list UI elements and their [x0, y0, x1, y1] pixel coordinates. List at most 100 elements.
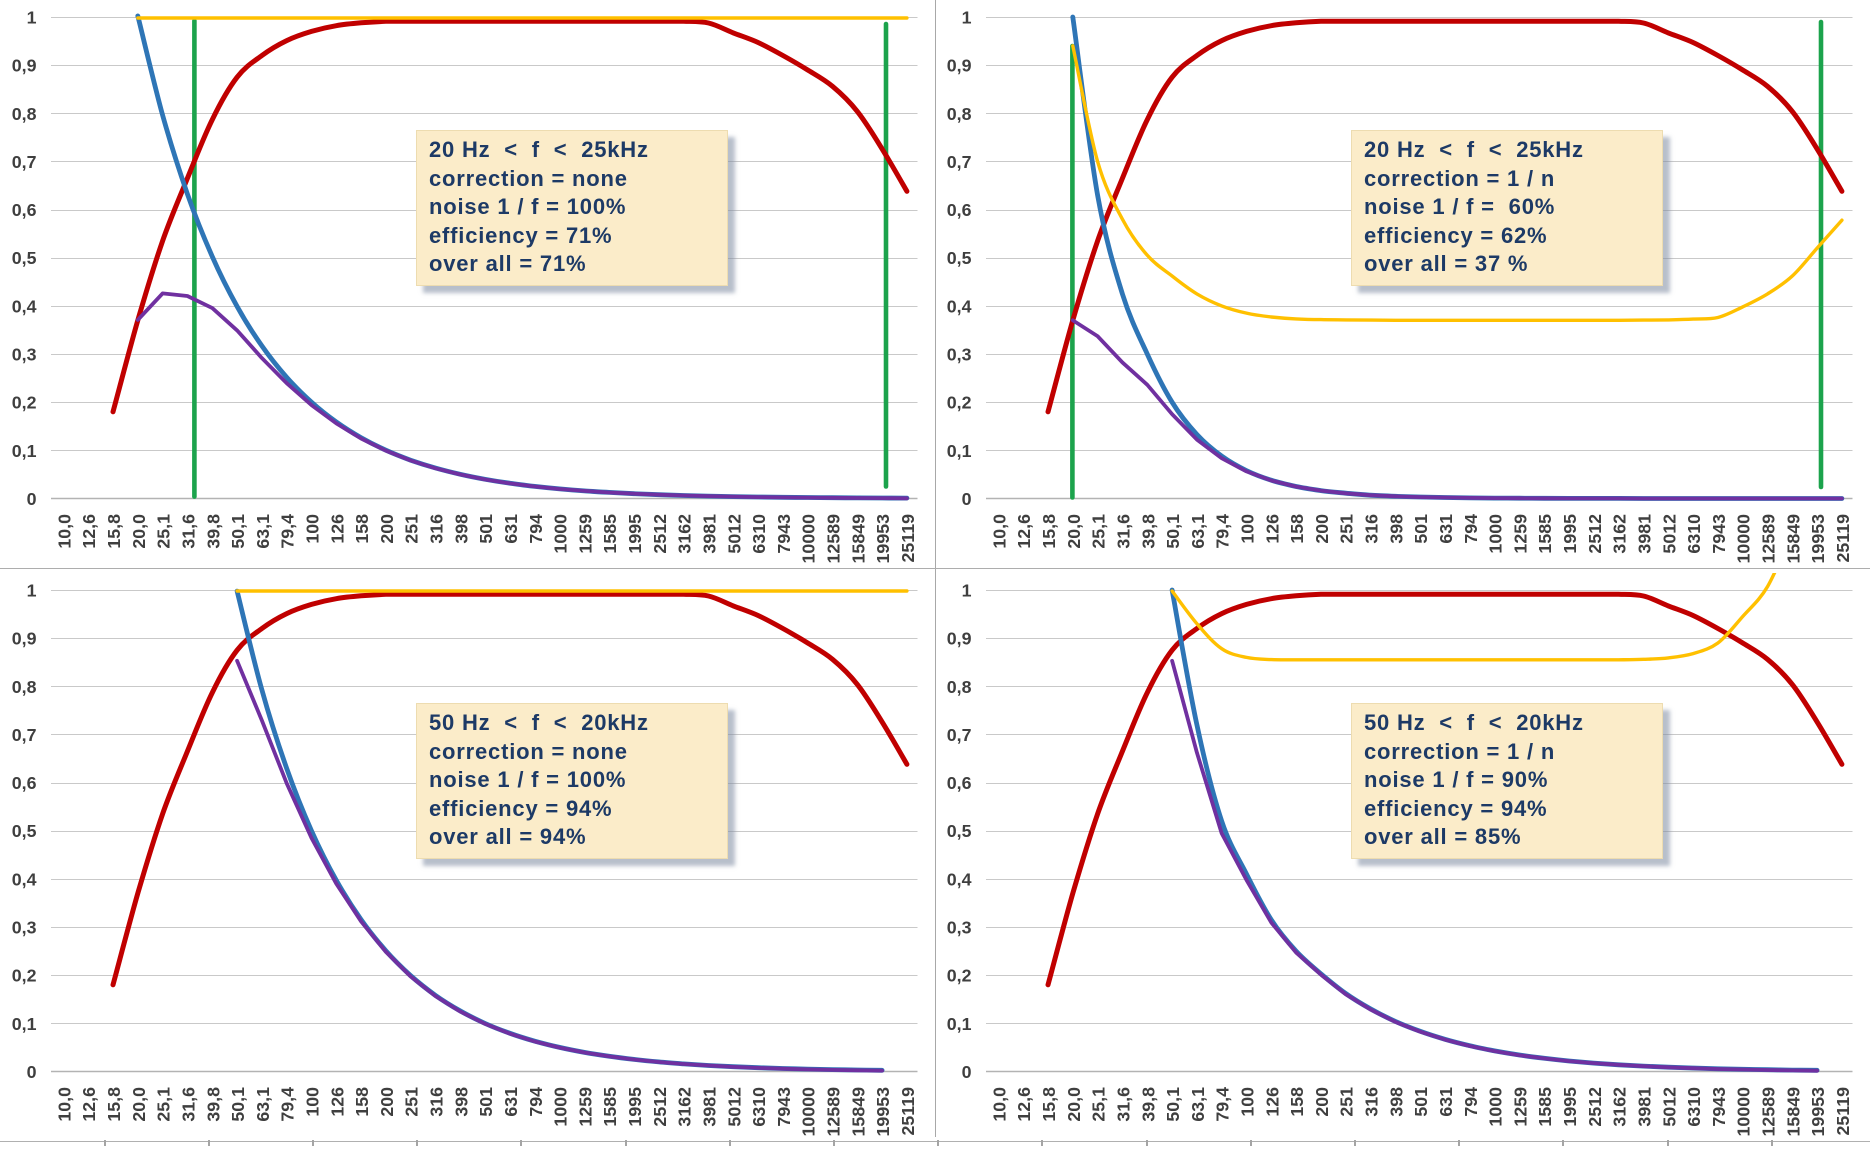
svg-text:316: 316: [1362, 1087, 1382, 1117]
svg-text:0,5: 0,5: [12, 248, 37, 268]
svg-text:1995: 1995: [1560, 514, 1580, 554]
svg-text:15,8: 15,8: [104, 1087, 124, 1122]
svg-text:25119: 25119: [1833, 1087, 1853, 1136]
svg-text:3162: 3162: [1610, 1087, 1630, 1127]
svg-text:398: 398: [1386, 1087, 1406, 1117]
svg-text:19953: 19953: [1808, 514, 1828, 564]
svg-text:31,6: 31,6: [1113, 1087, 1133, 1122]
svg-text:25119: 25119: [898, 1087, 918, 1136]
svg-text:501: 501: [476, 1087, 496, 1117]
svg-text:63,1: 63,1: [1188, 514, 1208, 549]
svg-text:0,3: 0,3: [12, 345, 37, 365]
svg-text:79,4: 79,4: [1213, 514, 1233, 549]
svg-text:5012: 5012: [724, 1087, 744, 1127]
svg-text:0,2: 0,2: [12, 393, 37, 413]
svg-text:1: 1: [27, 581, 37, 601]
svg-text:501: 501: [1411, 1087, 1431, 1117]
svg-text:25119: 25119: [1833, 514, 1853, 563]
svg-text:316: 316: [427, 514, 447, 544]
svg-text:0,7: 0,7: [12, 725, 37, 745]
svg-text:316: 316: [427, 1087, 447, 1117]
svg-text:1995: 1995: [625, 514, 645, 554]
svg-text:3981: 3981: [700, 514, 720, 554]
svg-text:1259: 1259: [575, 1087, 595, 1127]
svg-text:158: 158: [352, 1087, 372, 1117]
svg-text:200: 200: [1312, 1087, 1332, 1117]
svg-text:200: 200: [377, 1087, 397, 1117]
svg-text:50,1: 50,1: [228, 1087, 248, 1122]
svg-text:12,6: 12,6: [1014, 1087, 1034, 1122]
svg-text:0,8: 0,8: [947, 677, 972, 697]
svg-text:50,1: 50,1: [1163, 514, 1183, 549]
svg-text:398: 398: [451, 514, 471, 544]
svg-text:10000: 10000: [799, 514, 819, 564]
svg-text:0,1: 0,1: [12, 441, 37, 461]
svg-text:158: 158: [1287, 514, 1307, 544]
svg-text:158: 158: [352, 514, 372, 544]
svg-text:0,3: 0,3: [12, 918, 37, 938]
svg-text:1: 1: [962, 8, 972, 28]
svg-text:1585: 1585: [1535, 514, 1555, 554]
svg-text:15,8: 15,8: [1039, 514, 1059, 549]
svg-text:0,4: 0,4: [947, 869, 972, 889]
svg-text:25119: 25119: [898, 514, 918, 563]
svg-text:1000: 1000: [551, 514, 571, 554]
svg-text:7943: 7943: [774, 514, 794, 554]
svg-text:5012: 5012: [1659, 1087, 1679, 1127]
svg-text:39,8: 39,8: [1138, 1087, 1158, 1122]
svg-text:31,6: 31,6: [178, 514, 198, 549]
svg-text:126: 126: [1262, 1087, 1282, 1117]
svg-text:5012: 5012: [724, 514, 744, 554]
svg-text:0,7: 0,7: [12, 152, 37, 172]
svg-text:3981: 3981: [1635, 1087, 1655, 1127]
svg-text:20,0: 20,0: [129, 514, 149, 549]
svg-text:2512: 2512: [1585, 1087, 1605, 1127]
svg-text:0,5: 0,5: [947, 248, 972, 268]
svg-text:200: 200: [1312, 514, 1332, 544]
svg-text:10,0: 10,0: [54, 1087, 74, 1122]
svg-text:251: 251: [1337, 1087, 1357, 1117]
svg-text:20,0: 20,0: [1064, 514, 1084, 549]
svg-text:12589: 12589: [824, 1087, 844, 1137]
svg-text:6310: 6310: [749, 1087, 769, 1127]
svg-text:10000: 10000: [1734, 1087, 1754, 1137]
svg-text:0,6: 0,6: [12, 200, 37, 220]
svg-text:0,2: 0,2: [947, 966, 972, 986]
svg-text:2512: 2512: [1585, 514, 1605, 554]
svg-text:100: 100: [303, 514, 323, 544]
svg-text:631: 631: [1436, 514, 1456, 544]
svg-text:79,4: 79,4: [278, 1087, 298, 1122]
svg-text:0,8: 0,8: [947, 104, 972, 124]
svg-text:0,9: 0,9: [12, 56, 37, 76]
svg-text:1: 1: [962, 581, 972, 601]
svg-text:19953: 19953: [873, 1087, 893, 1137]
svg-text:31,6: 31,6: [1113, 514, 1133, 549]
svg-text:0,9: 0,9: [12, 629, 37, 649]
svg-text:12589: 12589: [824, 514, 844, 564]
svg-text:0,7: 0,7: [947, 725, 972, 745]
svg-text:631: 631: [1436, 1087, 1456, 1117]
svg-text:15849: 15849: [1783, 1087, 1803, 1137]
svg-text:0,4: 0,4: [947, 296, 972, 316]
svg-text:2512: 2512: [650, 1087, 670, 1127]
svg-text:25,1: 25,1: [1089, 1087, 1109, 1122]
svg-text:0,4: 0,4: [12, 869, 37, 889]
svg-text:50,1: 50,1: [1163, 1087, 1183, 1122]
svg-text:50,1: 50,1: [228, 514, 248, 549]
svg-text:794: 794: [526, 514, 546, 544]
svg-text:0: 0: [962, 1062, 972, 1082]
svg-text:200: 200: [377, 514, 397, 544]
svg-text:6310: 6310: [1684, 1087, 1704, 1127]
svg-text:12589: 12589: [1759, 1087, 1779, 1137]
svg-text:0,4: 0,4: [12, 296, 37, 316]
svg-text:3981: 3981: [700, 1087, 720, 1127]
svg-text:1259: 1259: [1510, 514, 1530, 554]
svg-text:1000: 1000: [1486, 514, 1506, 554]
svg-text:0,8: 0,8: [12, 677, 37, 697]
svg-text:0: 0: [27, 1062, 37, 1082]
svg-text:126: 126: [1262, 514, 1282, 544]
svg-text:19953: 19953: [873, 514, 893, 564]
svg-text:1995: 1995: [625, 1087, 645, 1127]
svg-text:158: 158: [1287, 1087, 1307, 1117]
svg-text:12589: 12589: [1759, 514, 1779, 564]
